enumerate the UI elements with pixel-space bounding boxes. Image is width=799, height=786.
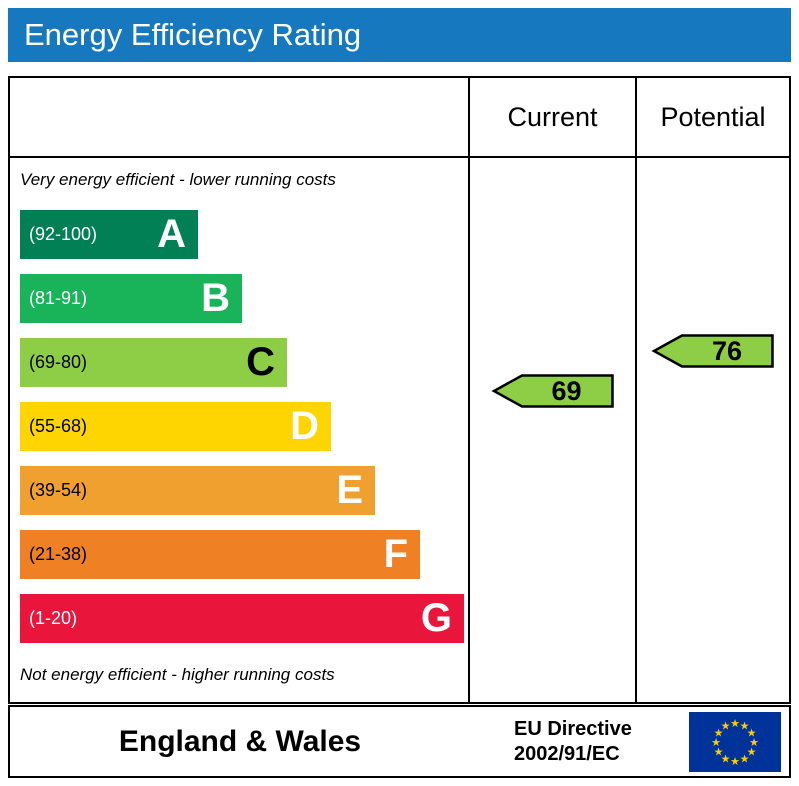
band-row-d: (55-68) D xyxy=(20,394,468,458)
current-column: Current 69 xyxy=(468,78,635,702)
potential-header: Potential xyxy=(637,78,789,158)
svg-text:★: ★ xyxy=(714,726,724,739)
band-range: (81-91) xyxy=(29,287,88,308)
footer-bar: England & Wales EU Directive 2002/91/EC … xyxy=(8,705,791,778)
potential-rating-value: 76 xyxy=(711,335,743,366)
band-letter: G xyxy=(420,596,452,640)
svg-text:★: ★ xyxy=(711,736,721,749)
band-bar-b: (81-91) B xyxy=(20,273,242,323)
empty-header-cell xyxy=(10,78,468,158)
svg-text:★: ★ xyxy=(749,736,759,749)
band-letter: A xyxy=(157,212,186,256)
current-rating-arrow: 69 xyxy=(490,372,615,410)
band-bar-c: (69-80) C xyxy=(20,337,287,387)
svg-text:★: ★ xyxy=(730,717,740,730)
energy-rating-chart: Very energy efficient - lower running co… xyxy=(8,76,791,704)
band-row-f: (21-38) F xyxy=(20,522,468,586)
eu-flag-icon: ★ ★ ★ ★ ★ ★ ★ ★ ★ ★ ★ ★ xyxy=(689,711,781,772)
svg-text:★: ★ xyxy=(721,752,731,765)
band-letter: F xyxy=(383,532,408,576)
potential-body: 76 xyxy=(637,158,789,702)
eu-directive-label: EU Directive 2002/91/EC xyxy=(514,717,632,767)
current-body: 69 xyxy=(470,158,635,702)
eu-directive-line2: 2002/91/EC xyxy=(514,742,620,765)
band-letter: C xyxy=(246,340,275,384)
top-note: Very energy efficient - lower running co… xyxy=(20,170,336,189)
band-range: (55-68) xyxy=(29,415,88,436)
svg-text:★: ★ xyxy=(721,719,731,732)
band-row-a: (92-100) A xyxy=(20,202,468,266)
rating-bands: (92-100) A (81-91) B (69-80) C xyxy=(20,202,468,650)
svg-text:★: ★ xyxy=(740,752,750,765)
band-range: (1-20) xyxy=(29,607,78,628)
band-row-b: (81-91) B xyxy=(20,266,468,330)
potential-column: Potential 76 xyxy=(635,78,789,702)
band-bar-e: (39-54) E xyxy=(20,465,375,515)
band-letter: E xyxy=(336,468,363,512)
region-label: England & Wales xyxy=(118,724,362,758)
potential-rating-arrow: 76 xyxy=(651,332,775,370)
band-bar-f: (21-38) F xyxy=(20,529,420,579)
band-range: (69-80) xyxy=(29,351,88,372)
svg-text:★: ★ xyxy=(747,726,757,739)
eu-directive-line1: EU Directive xyxy=(514,717,632,740)
bands-column: Very energy efficient - lower running co… xyxy=(10,78,468,702)
svg-text:★: ★ xyxy=(740,719,750,732)
band-letter: B xyxy=(201,276,230,320)
band-bar-a: (92-100) A xyxy=(20,209,198,259)
current-rating-value: 69 xyxy=(551,375,582,406)
page-title: Energy Efficiency Rating xyxy=(8,8,791,62)
band-row-c: (69-80) C xyxy=(20,330,468,394)
band-letter: D xyxy=(290,404,319,448)
band-range: (39-54) xyxy=(29,479,88,500)
bottom-note: Not energy efficient - higher running co… xyxy=(20,665,335,684)
svg-text:★: ★ xyxy=(730,755,740,768)
arrow-shape-icon xyxy=(490,374,614,408)
current-header: Current xyxy=(470,78,635,158)
band-row-g: (1-20) G xyxy=(20,586,468,650)
band-row-e: (39-54) E xyxy=(20,458,468,522)
band-range: (21-38) xyxy=(29,543,88,564)
bands-body: Very energy efficient - lower running co… xyxy=(10,158,468,702)
svg-text:★: ★ xyxy=(714,745,724,758)
band-range: (92-100) xyxy=(29,223,98,244)
band-bar-g: (1-20) G xyxy=(20,593,464,643)
svg-text:★: ★ xyxy=(747,745,757,758)
band-bar-d: (55-68) D xyxy=(20,401,331,451)
arrow-shape-icon xyxy=(651,334,774,368)
